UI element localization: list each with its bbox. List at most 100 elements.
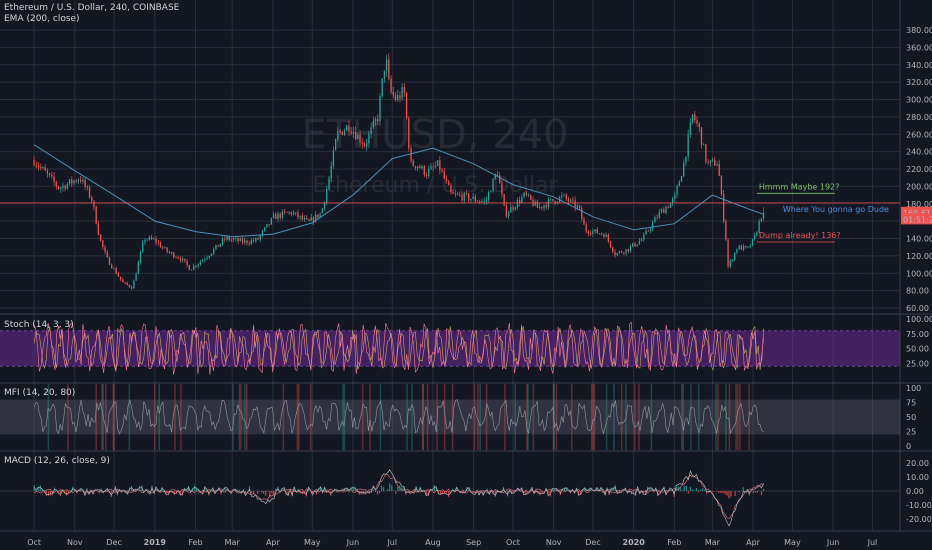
macd-histogram-bar: [573, 491, 576, 493]
candle-body: [357, 134, 359, 140]
mfi-signal-column: [593, 384, 596, 450]
macd-histogram-bar: [370, 491, 373, 493]
macd-histogram-bar: [145, 490, 147, 491]
stoch-tick-label: 100.00: [906, 315, 932, 324]
mfi-signal-column: [634, 384, 636, 450]
price-tick-label: 200.00: [906, 182, 932, 191]
candle-body: [35, 165, 37, 167]
macd-histogram-bar: [478, 491, 480, 495]
macd-histogram-bar: [401, 487, 403, 491]
macd-legend[interactable]: MACD (12, 26, close, 9): [4, 456, 110, 466]
candle-body: [401, 87, 403, 99]
candle-body: [197, 264, 199, 267]
candle-body: [538, 206, 541, 208]
candle-body: [215, 244, 217, 250]
macd-histogram-bar: [409, 491, 411, 493]
candle-body: [503, 194, 505, 206]
macd-histogram-bar: [378, 491, 381, 494]
macd-histogram-bar: [561, 490, 564, 491]
candle-body: [232, 239, 235, 240]
macd-histogram-bar: [39, 485, 41, 491]
ema-legend[interactable]: EMA (200, close): [4, 14, 80, 24]
candle-body: [671, 198, 674, 203]
macd-histogram-bar: [468, 487, 470, 491]
candle-body: [213, 249, 215, 254]
candle-body: [46, 170, 49, 174]
macd-histogram-bar: [419, 486, 421, 491]
macd-histogram-bar: [110, 491, 112, 497]
macd-histogram-bar: [628, 491, 631, 493]
candle-body: [632, 243, 634, 247]
candle-body: [612, 247, 614, 252]
macd-histogram-bar: [167, 491, 169, 493]
candle-body: [51, 174, 53, 177]
macd-histogram-bar: [257, 491, 259, 494]
mfi-signal-column: [128, 384, 131, 450]
candle-body: [751, 238, 754, 246]
macd-histogram-bar: [118, 489, 121, 491]
macd-histogram-bar: [200, 491, 202, 492]
candle-body: [315, 214, 317, 222]
mfi-legend[interactable]: MFI (14, 20, 80): [4, 388, 76, 398]
macd-histogram-bar: [563, 487, 566, 491]
mfi-signal-column: [485, 384, 488, 450]
macd-histogram-bar: [141, 485, 143, 491]
macd-histogram-bar: [393, 490, 395, 491]
candle-body: [490, 191, 492, 193]
price-tick-label: 340.00: [906, 61, 932, 70]
candle-body: [596, 229, 598, 234]
price-tick-label: 140.00: [906, 235, 932, 244]
candle-body: [119, 276, 122, 280]
macd-histogram-bar: [389, 483, 391, 491]
macd-histogram-bar: [726, 491, 728, 496]
macd-histogram-bar: [699, 489, 702, 491]
candle-body: [543, 205, 545, 209]
candle-body: [583, 219, 585, 225]
candle-body: [501, 183, 503, 195]
macd-histogram-bar: [380, 485, 383, 491]
stoch-tick-label: 50.00: [906, 345, 929, 354]
macd-histogram-bar: [155, 488, 157, 491]
mfi-signal-column: [715, 384, 717, 450]
candle-body: [727, 239, 729, 267]
stoch-legend[interactable]: Stoch (14, 3, 3): [4, 320, 74, 330]
candle-body: [592, 231, 594, 235]
candle-body: [510, 207, 512, 213]
macd-histogram-bar: [590, 489, 592, 491]
symbol-legend[interactable]: Ethereum / U.S. Dollar, 240, COINBASE: [4, 3, 180, 13]
mfi-signal-column: [698, 384, 700, 450]
candle-body: [292, 212, 295, 215]
mfi-signal-column: [422, 384, 425, 450]
candle-body: [88, 187, 91, 198]
candle-body: [195, 265, 197, 267]
candle-body: [363, 144, 366, 147]
macd-histogram-bar: [521, 487, 523, 491]
candle-body: [352, 132, 355, 134]
candle-body: [436, 160, 439, 166]
candle-body: [73, 180, 75, 184]
candle-body: [68, 179, 71, 184]
macd-histogram-bar: [387, 489, 389, 491]
candle-body: [64, 185, 66, 189]
mfi-line: [33, 399, 764, 435]
macd-tick-label: -20.00: [906, 515, 932, 524]
candle-body: [170, 252, 173, 254]
price-tick-label: 60.00: [906, 304, 929, 313]
candle-body: [463, 192, 465, 201]
macd-histogram-bar: [320, 486, 322, 491]
candle-body: [448, 181, 450, 186]
macd-histogram-bar: [722, 491, 724, 494]
candle-body: [108, 257, 111, 265]
candle-body: [37, 165, 40, 167]
candle-body: [654, 217, 656, 223]
macd-histogram-bar: [571, 490, 574, 491]
candle-body: [343, 130, 346, 135]
candle-body: [306, 218, 308, 220]
candle-body: [303, 218, 306, 220]
macd-histogram-bar: [139, 487, 141, 491]
macd-histogram-bar: [415, 486, 417, 491]
candle-body: [295, 212, 297, 214]
mfi-signal-column: [682, 384, 685, 450]
macd-histogram-bar: [187, 485, 190, 491]
candle-body: [95, 207, 97, 224]
